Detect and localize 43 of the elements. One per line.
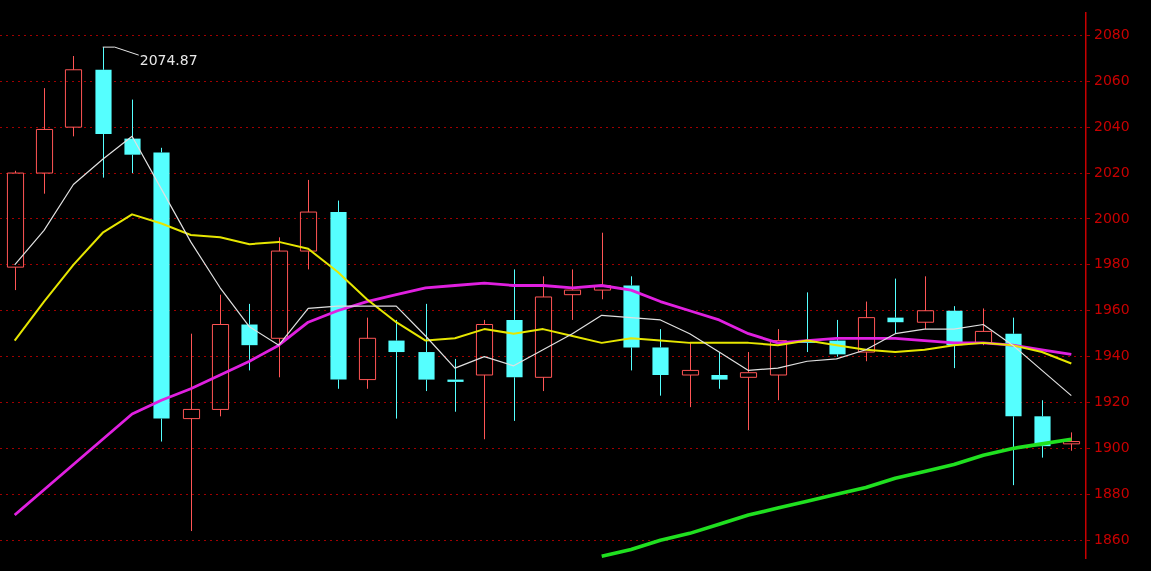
candlestick xyxy=(681,342,700,408)
candlestick xyxy=(418,303,435,392)
candlestick xyxy=(974,307,993,346)
y-tick-label: 1940 xyxy=(1094,347,1130,364)
candlestick xyxy=(182,333,201,532)
candlestick xyxy=(299,179,318,270)
candlestick xyxy=(887,278,904,335)
y-tick-label: 1900 xyxy=(1094,439,1130,456)
candlestick xyxy=(711,351,728,390)
candlestick xyxy=(563,268,582,321)
candlestick xyxy=(447,358,464,413)
y-tick-label: 2000 xyxy=(1094,209,1130,226)
candlestick xyxy=(534,275,553,392)
candlestick xyxy=(153,147,170,443)
candlestick xyxy=(739,351,758,431)
y-tick-label: 1860 xyxy=(1094,530,1130,547)
candlestick xyxy=(211,294,230,417)
y-tick-label: 1980 xyxy=(1094,255,1130,272)
candlestick xyxy=(916,275,935,330)
candlestick xyxy=(857,301,876,362)
candlestick xyxy=(475,319,494,440)
y-tick-label: 2040 xyxy=(1094,117,1130,134)
y-tick-label: 1960 xyxy=(1094,301,1130,318)
candlestick xyxy=(64,55,83,137)
candlestick xyxy=(506,268,523,422)
candlestick xyxy=(330,200,347,390)
candlestick xyxy=(6,170,25,291)
candlestick xyxy=(388,319,405,420)
y-tick-label: 2020 xyxy=(1094,163,1130,180)
y-tick-label: 1880 xyxy=(1094,484,1130,501)
y-tick-label: 2060 xyxy=(1094,71,1130,88)
annotation: 2074.87 xyxy=(139,51,198,68)
candlestick xyxy=(769,328,788,401)
candlestick xyxy=(358,317,377,390)
candlestick xyxy=(124,99,141,174)
y-tick-label: 1920 xyxy=(1094,393,1130,410)
candlestick xyxy=(241,303,258,371)
candlestick xyxy=(95,46,112,179)
candlestick xyxy=(1005,317,1022,486)
candlestick xyxy=(35,87,54,195)
candlestick xyxy=(270,236,289,378)
y-tick-label: 2080 xyxy=(1094,25,1130,42)
candlestick xyxy=(652,328,669,397)
